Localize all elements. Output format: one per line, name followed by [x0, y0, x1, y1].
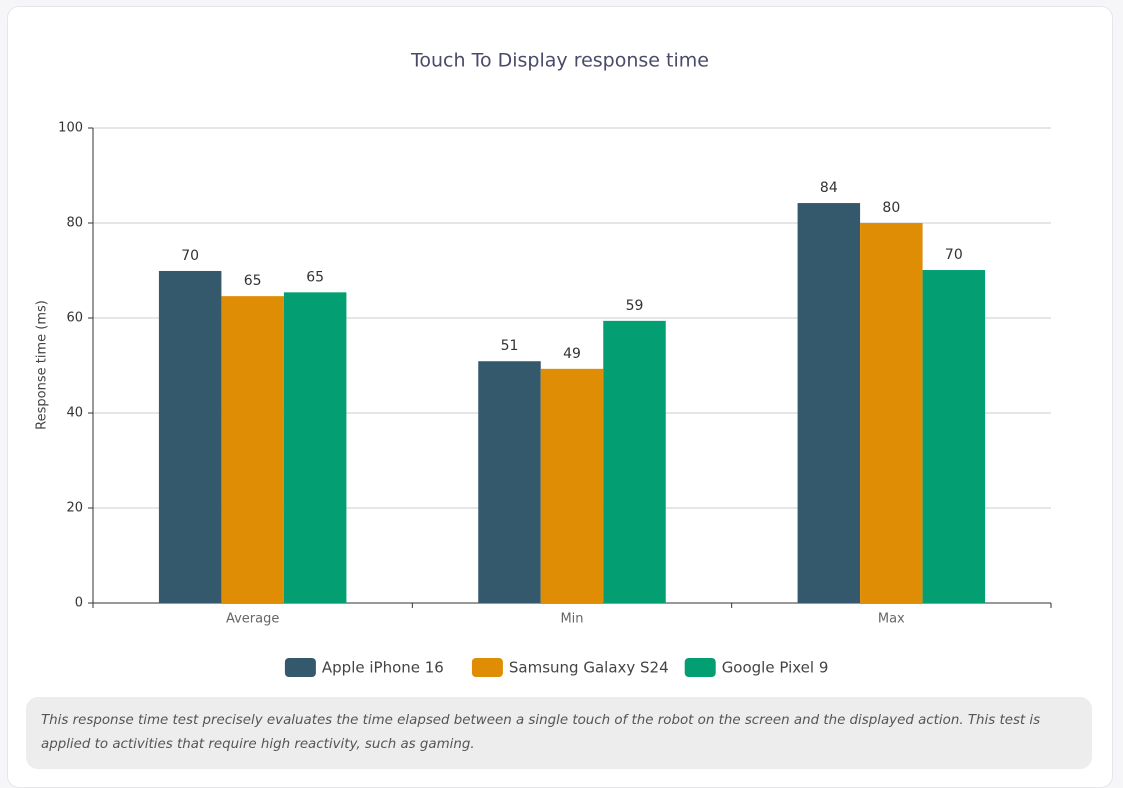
- y-tick-label: 40: [66, 406, 83, 421]
- y-tick-label: 100: [58, 121, 83, 136]
- legend-label: Google Pixel 9: [722, 659, 829, 677]
- bar: [540, 368, 604, 603]
- data-label: 51: [501, 338, 519, 354]
- y-tick-label: 80: [66, 216, 83, 231]
- data-label: 84: [820, 180, 838, 196]
- legend-label: Samsung Galaxy S24: [509, 659, 669, 677]
- data-label: 65: [244, 273, 262, 289]
- data-label: 70: [181, 248, 199, 264]
- bar: [221, 296, 284, 603]
- data-label: 80: [882, 200, 900, 216]
- legend-swatch: [284, 658, 316, 677]
- note: This response time test precisely evalua…: [26, 697, 1092, 769]
- bar: [860, 223, 923, 603]
- y-tick-label: 60: [66, 311, 83, 326]
- legend-label: Apple iPhone 16: [322, 659, 444, 677]
- chart: Touch To Display response time Response …: [35, 50, 1052, 677]
- bar: [283, 292, 347, 603]
- bar: [603, 320, 666, 603]
- y-tick-label: 20: [66, 501, 83, 516]
- x-tick-label: Min: [560, 612, 583, 627]
- data-label: 70: [945, 247, 963, 263]
- y-tick-label: 0: [75, 596, 83, 611]
- bar: [478, 361, 541, 603]
- data-label: 59: [626, 298, 644, 314]
- x-tick-label: Average: [226, 612, 279, 627]
- bar: [158, 270, 222, 603]
- chart-title: Touch To Display response time: [410, 50, 709, 72]
- legend-swatch: [471, 658, 503, 677]
- bar: [797, 203, 861, 604]
- legend-swatch: [684, 658, 716, 677]
- y-axis-label: Response time (ms): [35, 300, 50, 430]
- data-label: 65: [306, 269, 324, 285]
- x-tick-label: Max: [878, 612, 905, 627]
- bar: [922, 270, 986, 603]
- data-label: 49: [563, 346, 581, 362]
